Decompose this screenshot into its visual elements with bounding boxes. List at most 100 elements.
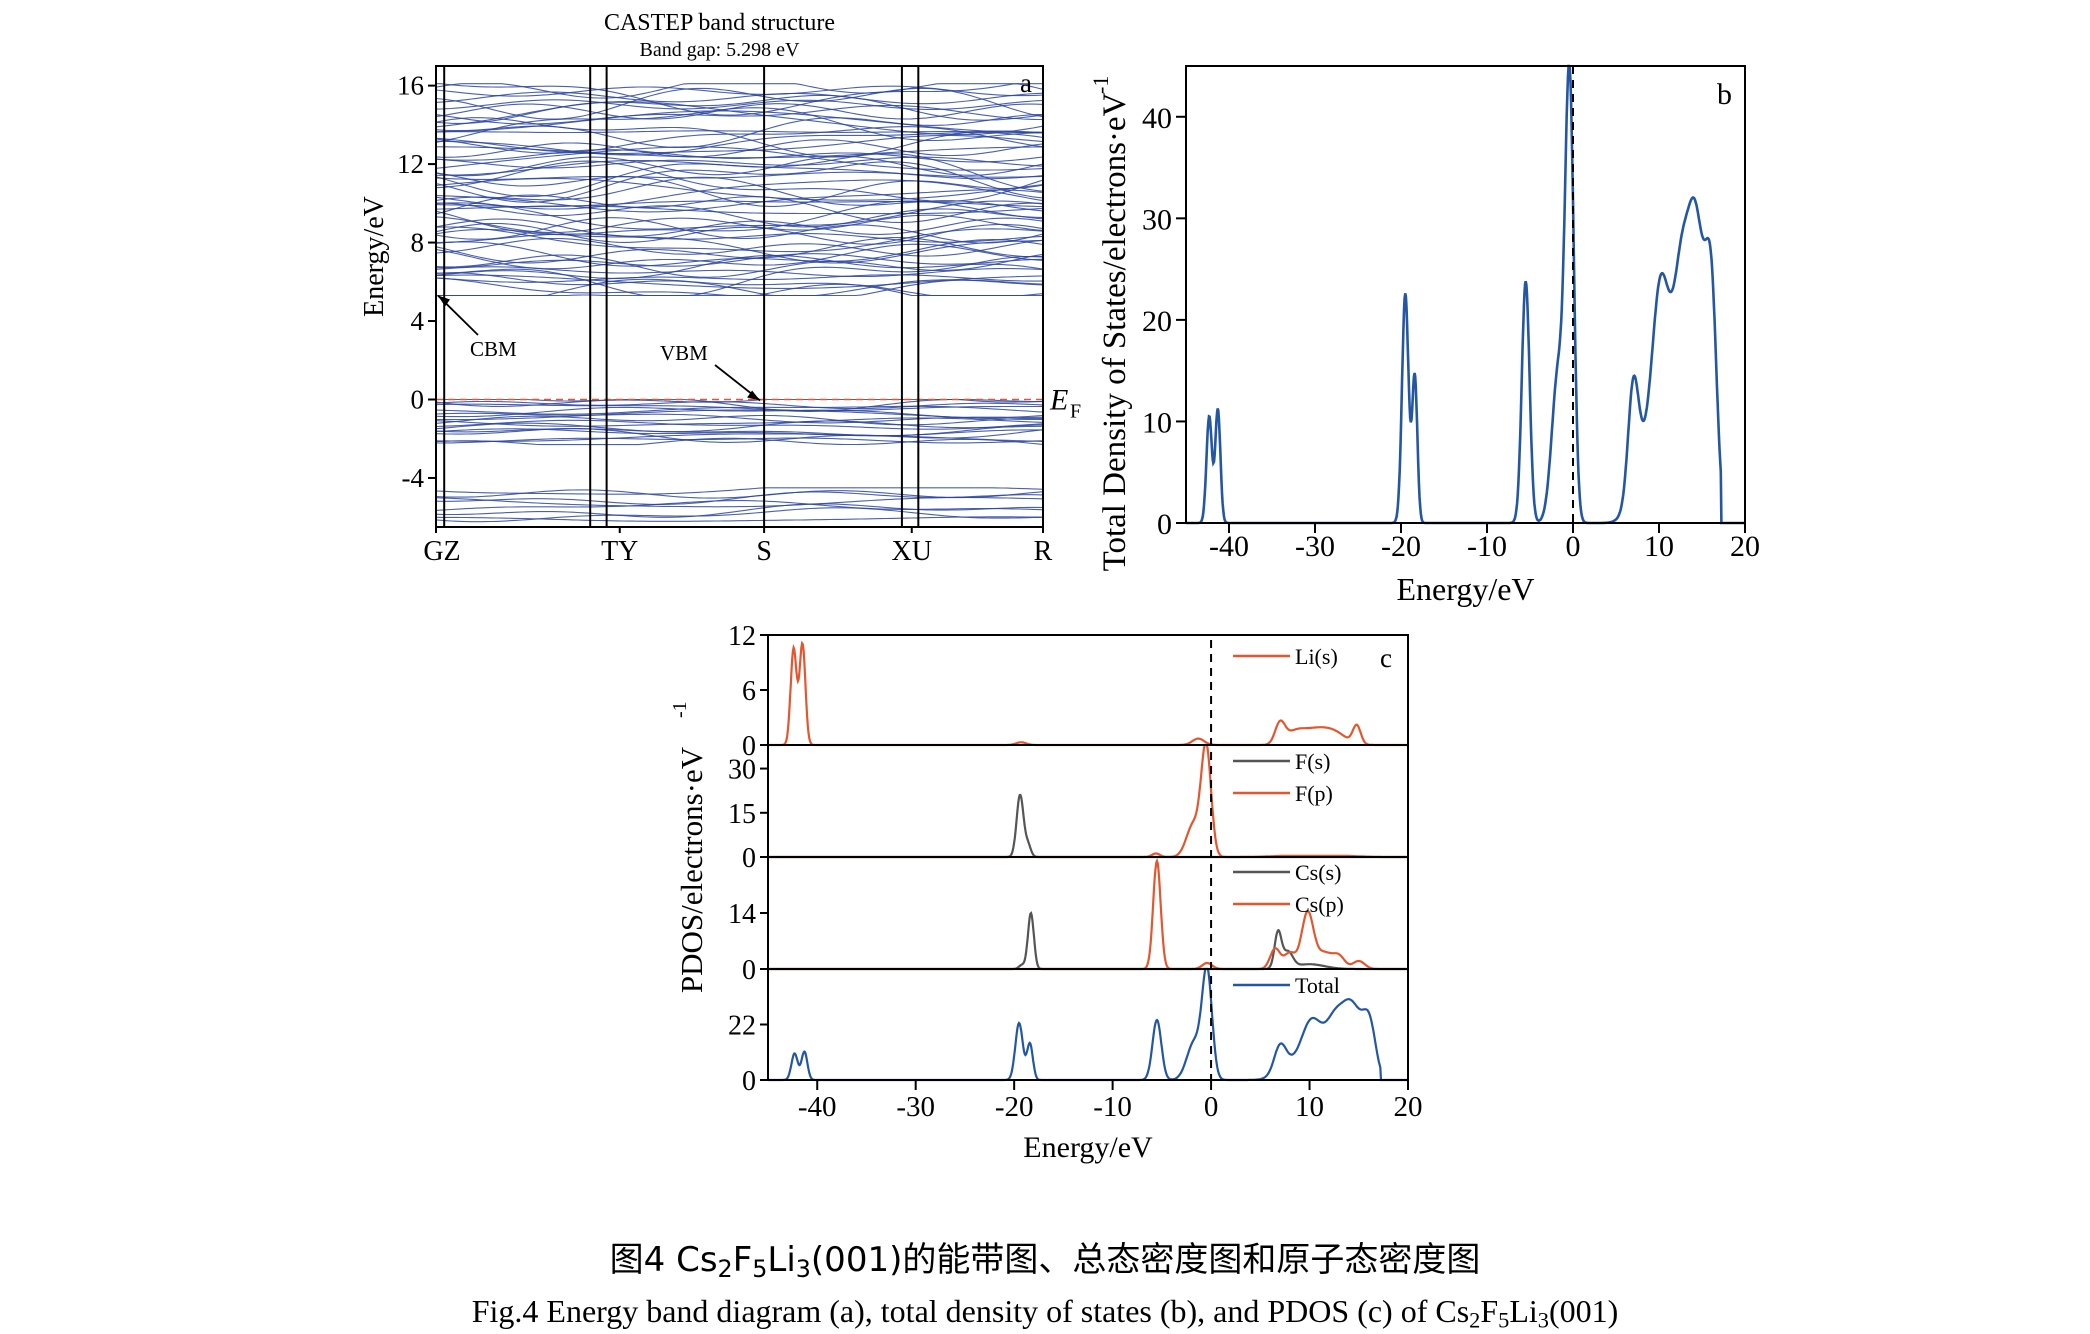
dos-frame <box>1185 65 1746 524</box>
total-dos-line <box>1186 64 1745 525</box>
y-tick-label: 0 <box>742 955 756 986</box>
band-line <box>436 278 1043 297</box>
y-tick-label: 0 <box>411 384 425 414</box>
band-line <box>436 130 1044 134</box>
band-line <box>436 159 1044 180</box>
band-line <box>435 500 1044 511</box>
y-tick-label: 30 <box>1142 203 1172 236</box>
band-line <box>435 132 1044 156</box>
x-axis-label: Energy/eV <box>1396 571 1534 607</box>
band-line <box>435 171 1044 180</box>
x-tick-label: 10 <box>1295 1091 1324 1123</box>
kpoint-label: R <box>1034 536 1053 567</box>
band-line <box>435 99 1044 110</box>
band-structure-panel: CASTEP band structure Band gap: 5.298 eV 1… <box>359 10 1081 567</box>
x-axis-label: Energy/eV <box>1023 1131 1153 1164</box>
band-frame <box>435 65 1044 528</box>
legend-label: Total <box>1295 973 1340 998</box>
band-line <box>435 101 1044 136</box>
band-gap-label: Band gap: 5.298 eV <box>640 39 801 61</box>
band-line <box>435 503 1044 518</box>
band-line <box>435 200 1044 230</box>
band-line <box>435 134 1044 155</box>
band-line <box>435 156 1044 169</box>
panel-letter-b: b <box>1717 78 1732 111</box>
x-tick-label: -10 <box>1093 1091 1132 1123</box>
band-line <box>435 422 1044 437</box>
caption-english: Fig.4 Energy band diagram (a), total den… <box>471 1293 1619 1333</box>
fermi-label: E <box>1049 383 1068 416</box>
y-tick-label: 30 <box>728 755 756 786</box>
band-line <box>435 412 1043 424</box>
band-line <box>435 176 1044 212</box>
band-line <box>435 200 1044 236</box>
fermi-label-subscript: F <box>1070 400 1081 422</box>
legend-label: F(s) <box>1295 749 1330 774</box>
x-tick-label: -20 <box>1381 530 1421 563</box>
vbm-label: VBM <box>660 341 708 365</box>
band-line <box>435 243 1044 270</box>
band-line <box>435 214 1044 234</box>
band-line <box>435 507 1044 523</box>
band-line <box>436 437 1044 444</box>
cbm-label: CBM <box>470 337 517 361</box>
y-tick-label: 14 <box>728 899 756 930</box>
band-title: CASTEP band structure <box>604 10 835 36</box>
band-line <box>435 179 1044 210</box>
x-tick-label: 20 <box>1394 1091 1423 1123</box>
kpoint-label: GZ <box>423 536 460 567</box>
x-tick-label: -40 <box>798 1091 837 1123</box>
band-line <box>435 437 1044 446</box>
band-line <box>435 405 1044 415</box>
x-tick-label: -40 <box>1209 530 1249 563</box>
band-line <box>436 255 1044 297</box>
y-tick-label: 16 <box>397 71 424 101</box>
y-tick-label: 6 <box>742 676 756 707</box>
y-axis-label: PDOS/electrons·eV <box>674 746 709 993</box>
band-line <box>435 222 1044 245</box>
y-axis-label: Total Density of States/electrons·eV <box>1097 92 1133 571</box>
y-axis-label-superscript: -1 <box>1088 76 1113 94</box>
band-line <box>435 153 1044 198</box>
y-tick-label: 0 <box>1157 508 1172 541</box>
x-tick-label: 10 <box>1644 530 1674 563</box>
band-line <box>435 419 1044 430</box>
y-tick-label: 12 <box>397 149 424 179</box>
x-tick-label: -20 <box>995 1091 1034 1123</box>
band-line <box>435 126 1044 154</box>
band-line <box>435 406 1044 419</box>
band-line <box>435 239 1044 267</box>
x-tick-label: -30 <box>896 1091 935 1123</box>
band-line <box>435 110 1044 134</box>
band-line <box>435 516 1044 522</box>
x-tick-label: 0 <box>1204 1091 1219 1123</box>
panel-letter-a: a <box>1020 68 1032 98</box>
band-line <box>435 155 1044 177</box>
band-line <box>435 200 1044 208</box>
x-tick-label: -10 <box>1467 530 1507 563</box>
x-tick-label: 0 <box>1566 530 1581 563</box>
y-tick-label: 12 <box>728 621 756 652</box>
y-axis-label: Energy/eV <box>359 196 390 317</box>
legend-label: Li(s) <box>1295 644 1338 669</box>
vbm-arrowhead <box>747 390 761 401</box>
legend-label: Cs(p) <box>1295 892 1344 917</box>
caption-chinese: 图4 Cs2F5Li3(001)的能带图、总态密度图和原子态密度图 <box>609 1240 1481 1283</box>
y-tick-label: 22 <box>728 1011 756 1042</box>
band-line <box>436 253 1044 269</box>
band-line <box>435 420 1043 433</box>
panel-letter-c: c <box>1380 643 1392 673</box>
y-tick-label: 15 <box>728 799 756 830</box>
band-line <box>435 277 1044 297</box>
band-line <box>435 226 1044 253</box>
band-line <box>435 217 1044 244</box>
y-tick-label: 0 <box>742 843 756 874</box>
y-tick-label: 40 <box>1142 102 1172 135</box>
band-line <box>436 233 1044 243</box>
band-line <box>435 149 1044 163</box>
band-line <box>435 139 1044 158</box>
y-tick-label: 4 <box>411 306 425 336</box>
band-line <box>435 228 1044 264</box>
band-line <box>436 83 1043 116</box>
y-axis-label-superscript: -1 <box>669 701 691 718</box>
